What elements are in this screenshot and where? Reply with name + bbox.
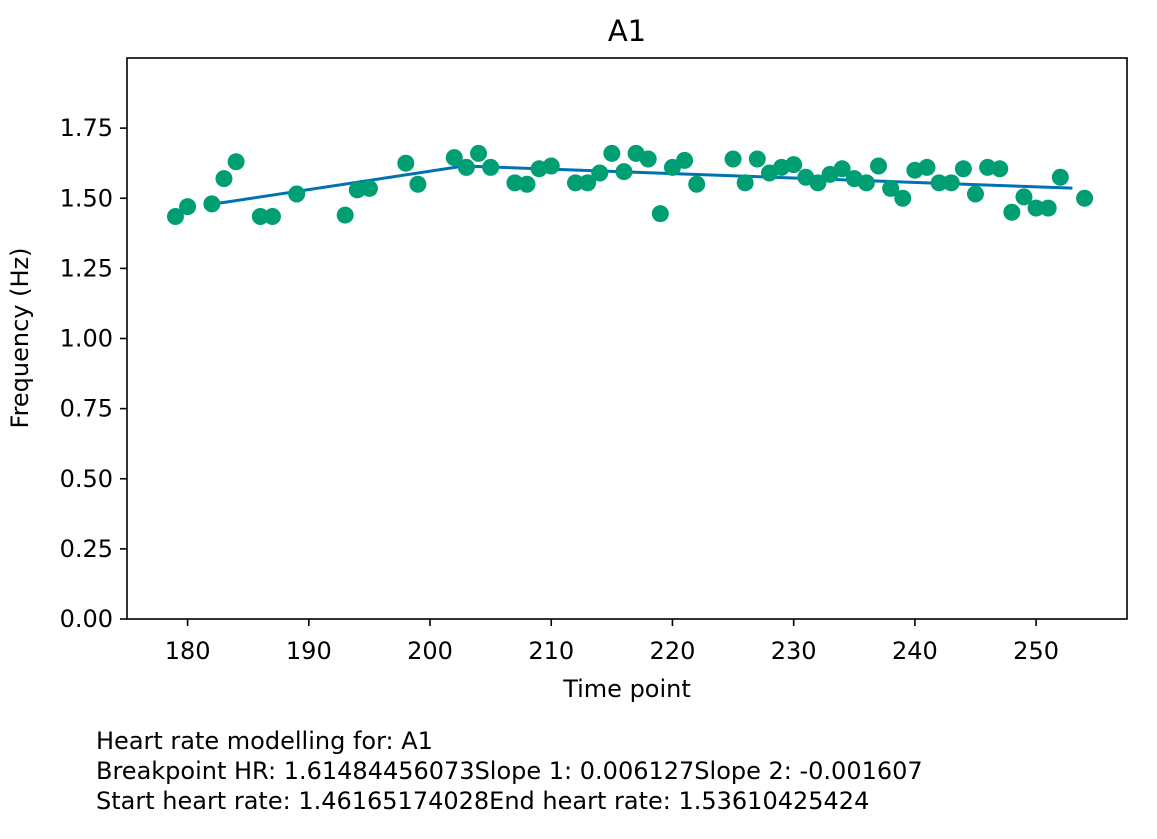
y-tick-label: 0.50 [60, 465, 113, 493]
data-point [966, 185, 984, 203]
data-point [809, 174, 827, 192]
data-point [1039, 199, 1057, 217]
data-point [603, 144, 621, 162]
data-point [918, 158, 936, 176]
data-point [251, 207, 269, 225]
chart-title: A1 [608, 14, 646, 48]
data-point [579, 174, 597, 192]
data-point [833, 160, 851, 178]
x-tick-label: 230 [771, 637, 817, 665]
data-point [397, 154, 415, 172]
x-tick-label: 210 [528, 637, 574, 665]
data-point [1051, 168, 1069, 186]
y-tick-label: 1.75 [60, 114, 113, 142]
data-point [857, 174, 875, 192]
data-point [894, 189, 912, 207]
data-point [1027, 199, 1045, 217]
data-point [942, 174, 960, 192]
chart: A1 180 190 200 210 220 230 240 250 0.00 0.25 0.50 0… [6, 14, 1128, 703]
data-point [263, 207, 281, 225]
data-point [615, 163, 633, 181]
data-point [215, 170, 233, 188]
y-tick-label: 1.50 [60, 184, 113, 212]
caption-breakpoint-slopes: Breakpoint HR: 1.61484456073Slope 1: 0.0… [96, 757, 923, 785]
data-point [591, 164, 609, 182]
data-point [542, 157, 560, 175]
data-point [1003, 203, 1021, 221]
data-point [360, 179, 378, 197]
axes-frame [126, 57, 1128, 620]
data-point [1015, 188, 1033, 206]
caption-start-end-rate: Start heart rate: 1.46165174028End heart… [96, 787, 870, 815]
data-point [166, 207, 184, 225]
data-point [179, 198, 197, 216]
x-tick-label: 250 [1013, 637, 1059, 665]
data-point [288, 185, 306, 203]
y-tick-label: 0.25 [60, 535, 113, 563]
x-tick-label: 200 [407, 637, 453, 665]
x-tick-label: 180 [165, 637, 211, 665]
x-axis-label: Time point [562, 675, 691, 703]
data-point [566, 174, 584, 192]
data-point [1076, 189, 1094, 207]
x-tick-label: 240 [892, 637, 938, 665]
data-point [651, 205, 669, 223]
x-tick-label: 220 [650, 637, 696, 665]
x-tick-label: 190 [286, 637, 332, 665]
data-point [227, 153, 245, 171]
y-axis-label: Frequency (Hz) [6, 248, 34, 429]
data-point [882, 179, 900, 197]
data-point [639, 150, 657, 168]
data-point [688, 175, 706, 193]
data-point [870, 157, 888, 175]
data-point [930, 174, 948, 192]
data-point [724, 150, 742, 168]
y-tick-label: 0.00 [60, 605, 113, 633]
data-point [748, 150, 766, 168]
data-point [470, 144, 488, 162]
data-point [518, 175, 536, 193]
data-point [457, 158, 475, 176]
data-point [991, 160, 1009, 178]
data-point [409, 175, 427, 193]
y-tick-label: 1.25 [60, 254, 113, 282]
plot-area: 180 190 200 210 220 230 240 250 0.00 0.25 0.50 0.75… [60, 57, 1128, 665]
data-point [676, 151, 694, 169]
y-tick-label: 1.00 [60, 325, 113, 353]
data-point [954, 160, 972, 178]
data-point [785, 156, 803, 174]
caption-title: Heart rate modelling for: A1 [96, 727, 433, 755]
data-point [736, 174, 754, 192]
data-point [445, 149, 463, 167]
y-tick-label: 0.75 [60, 395, 113, 423]
data-point [336, 206, 354, 224]
data-point [482, 158, 500, 176]
data-point [203, 195, 221, 213]
